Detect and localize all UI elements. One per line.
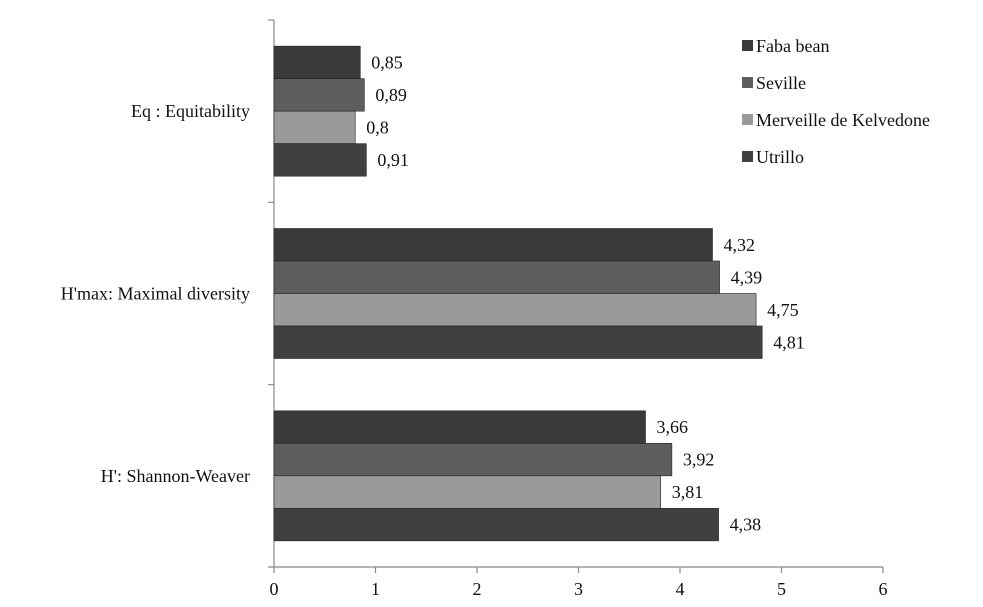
x-tick-label: 3 xyxy=(574,579,583,599)
bar xyxy=(273,228,713,262)
bar xyxy=(273,45,361,79)
data-label: 4,81 xyxy=(773,332,805,352)
bar xyxy=(273,325,763,359)
legend-label: Seville xyxy=(756,73,806,93)
chart-labels: H': Shannon-Weaver 3,66 3,92 3,81 4,38 H'max:… xyxy=(61,52,805,534)
data-label: 4,39 xyxy=(731,267,763,287)
data-label: 4,32 xyxy=(723,235,755,255)
bar xyxy=(273,293,757,327)
legend-label: Faba bean xyxy=(756,36,829,56)
x-tick-label: 0 xyxy=(270,579,279,599)
data-label: 3,92 xyxy=(683,450,715,470)
x-tick-label: 2 xyxy=(473,579,482,599)
x-tick-label: 4 xyxy=(676,579,685,599)
bar xyxy=(273,110,356,144)
bar xyxy=(273,410,646,444)
legend-label: Utrillo xyxy=(756,147,804,167)
data-label: 0,89 xyxy=(375,85,407,105)
data-label: 4,38 xyxy=(730,515,762,535)
x-tick-label: 6 xyxy=(879,579,888,599)
data-label: 3,81 xyxy=(672,482,704,502)
legend-swatch xyxy=(742,40,753,51)
legend-swatch xyxy=(742,114,753,125)
bar xyxy=(273,78,365,112)
legend-label: Merveille de Kelvedone xyxy=(756,110,930,130)
data-label: 3,66 xyxy=(656,417,688,437)
data-label: 4,75 xyxy=(767,300,799,320)
data-label: 0,8 xyxy=(366,117,389,137)
category-label: Eq : Equitability xyxy=(131,101,250,121)
x-tick-label: 1 xyxy=(371,579,380,599)
bar xyxy=(273,260,720,294)
category-label: H': Shannon-Weaver xyxy=(101,466,250,486)
bar xyxy=(273,443,673,477)
data-label: 0,85 xyxy=(371,52,403,72)
legend-swatch xyxy=(742,77,753,88)
category-label: H'max: Maximal diversity xyxy=(61,284,250,304)
bar xyxy=(273,143,367,177)
chart-legend: Faba bean Seville Merveille de Kelvedone Ut… xyxy=(742,36,930,167)
chart-bars xyxy=(273,45,763,542)
data-label: 0,91 xyxy=(377,150,409,170)
bar xyxy=(273,475,662,509)
legend-swatch xyxy=(742,151,753,162)
bar xyxy=(273,508,719,542)
x-tick-label: 5 xyxy=(777,579,786,599)
